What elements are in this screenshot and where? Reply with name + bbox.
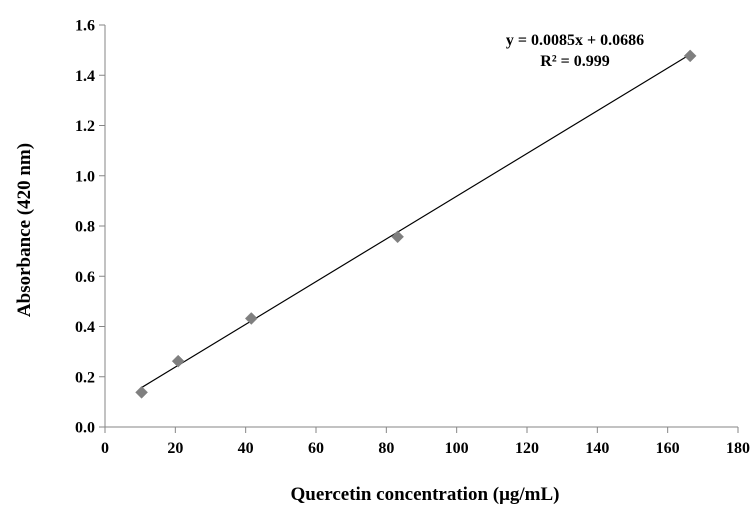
- y-axis-title: Absorbance (420 nm): [14, 143, 35, 317]
- data-point-diamond: [391, 230, 404, 244]
- y-tick-label: 0.4: [75, 319, 95, 336]
- x-tick-label: 120: [515, 440, 539, 457]
- x-tick-label: 160: [656, 440, 680, 457]
- data-point-diamond: [171, 354, 185, 368]
- x-tick-label: 0: [101, 440, 109, 457]
- y-tick-label: 0.2: [75, 369, 95, 386]
- trendline-r-squared: R² = 0.999: [540, 53, 609, 70]
- x-tick-label: 80: [378, 440, 394, 457]
- y-tick-label: 1.0: [75, 168, 95, 185]
- x-tick-label: 100: [445, 440, 469, 457]
- trendline: [141, 53, 691, 389]
- y-tick-label: 0.0: [75, 420, 95, 437]
- data-point-diamond: [683, 49, 697, 63]
- x-tick-label: 20: [167, 440, 183, 457]
- x-tick-label: 60: [308, 440, 324, 457]
- y-tick-label: 0.8: [75, 219, 95, 236]
- trendline-equation: y = 0.0085x + 0.0686: [506, 32, 644, 49]
- y-tick-label: 1.6: [75, 18, 95, 35]
- x-tick-label: 180: [726, 440, 750, 457]
- y-tick-label: 1.4: [75, 68, 95, 85]
- data-point-diamond: [135, 385, 148, 399]
- x-axis-title: Quercetin concentration (μg/mL): [291, 484, 560, 505]
- data-point-diamond: [244, 312, 258, 325]
- x-tick-label: 140: [585, 440, 609, 457]
- y-tick-label: 0.6: [75, 269, 95, 286]
- x-tick-label: 40: [238, 440, 254, 457]
- y-tick-label: 1.2: [75, 118, 95, 135]
